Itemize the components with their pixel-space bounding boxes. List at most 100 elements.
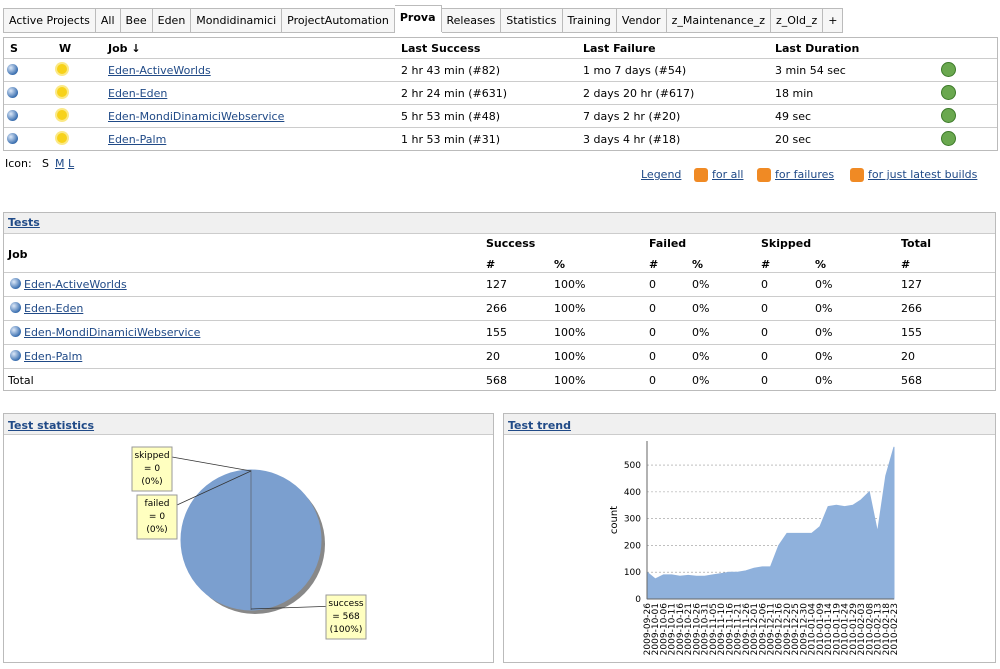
job-link[interactable]: Eden-MondiDinamiciWebservice	[108, 110, 285, 123]
test-cell: 20	[486, 350, 500, 363]
view-tab[interactable]: Mondidinamici	[191, 8, 283, 33]
view-tab[interactable]: z_Maintenance_z	[666, 8, 771, 33]
status-ball	[10, 278, 21, 289]
slice-label: = 568	[332, 612, 360, 622]
x-tick-label: 2010-02-23	[890, 603, 900, 655]
job-link[interactable]: Eden-Palm	[108, 133, 167, 146]
view-tab[interactable]: Vendor	[616, 8, 667, 33]
trend-title[interactable]: Test trend	[508, 419, 571, 432]
rss-icon[interactable]	[757, 168, 771, 182]
x-tick-label: 2010-02-08	[865, 603, 875, 656]
sub-header: #	[486, 258, 496, 271]
test-cell: 100%	[554, 278, 586, 291]
schedule-build-button[interactable]	[941, 108, 956, 123]
feed-link[interactable]: for all	[712, 168, 744, 181]
status-ball	[7, 133, 18, 144]
slice-label: (0%)	[141, 477, 162, 487]
status-ball	[10, 326, 21, 337]
job-link[interactable]: Eden-ActiveWorlds	[108, 64, 211, 77]
view-tab[interactable]: Training	[562, 8, 617, 33]
x-tick-label: 2010-01-19	[832, 603, 842, 656]
view-tab[interactable]: Active Projects	[3, 8, 96, 33]
schedule-build-button[interactable]	[941, 131, 956, 146]
row-divider	[4, 104, 997, 105]
test-cell: 0%	[692, 278, 710, 291]
column-header[interactable]: Last Failure	[583, 42, 656, 55]
column-header[interactable]: Last Success	[401, 42, 481, 55]
test-cell: 0	[649, 278, 656, 291]
schedule-build-button[interactable]	[941, 85, 956, 100]
row-divider	[4, 127, 997, 128]
label-box	[131, 446, 173, 492]
test-cell: 0	[649, 350, 656, 363]
job-link[interactable]: Eden-ActiveWorlds	[24, 278, 127, 291]
trend-title-bar	[504, 414, 995, 435]
y-tick-label: 100	[624, 568, 641, 578]
test-cell: 568	[901, 374, 922, 387]
job-link[interactable]: Eden-Eden	[108, 87, 168, 100]
view-tab[interactable]: Bee	[120, 8, 153, 33]
x-tick-label: 2009-10-31	[701, 603, 711, 655]
row-divider	[4, 272, 995, 273]
status-ball	[7, 64, 18, 75]
total-label: Total	[8, 374, 34, 387]
x-tick-label: 2009-11-26	[742, 603, 752, 656]
job-cell: 5 hr 53 min (#48)	[401, 110, 501, 123]
job-cell: 2 hr 43 min (#82)	[401, 64, 501, 77]
test-cell: 0%	[815, 326, 833, 339]
feed-link[interactable]: for just latest builds	[868, 168, 978, 181]
y-tick-label: 500	[624, 461, 641, 471]
slice-label: success	[328, 599, 364, 609]
rss-icon[interactable]	[694, 168, 708, 182]
tests-title[interactable]: Tests	[8, 216, 40, 229]
test-cell: 0	[649, 302, 656, 315]
job-link[interactable]: Eden-MondiDinamiciWebservice	[24, 326, 201, 339]
sub-header: %	[815, 258, 827, 271]
row-divider	[4, 368, 995, 369]
view-tab[interactable]: All	[95, 8, 121, 33]
job-link[interactable]: Eden-Eden	[24, 302, 84, 315]
legend-link[interactable]: Legend	[641, 168, 682, 181]
view-tab[interactable]: Prova	[394, 5, 442, 32]
test-cell: 0%	[692, 374, 710, 387]
x-tick-label: 2009-11-21	[734, 603, 744, 655]
test-cell: 0%	[815, 374, 833, 387]
column-header[interactable]: Job ↓	[108, 42, 141, 55]
pie-chart: skipped = 0 (0%) failed = 0 (0%) success = 568 (…	[131, 446, 367, 640]
feed-link[interactable]: for failures	[775, 168, 835, 181]
x-tick-label: 2009-12-20	[783, 603, 793, 656]
view-tab[interactable]: Eden	[152, 8, 192, 33]
icon-size-label: Icon:	[5, 157, 32, 170]
column-header[interactable]: Last Duration	[775, 42, 860, 55]
rss-icon[interactable]	[850, 168, 864, 182]
weather-icon	[57, 87, 67, 97]
test-cell: 0%	[692, 350, 710, 363]
view-tab[interactable]: ProjectAutomation	[282, 8, 395, 33]
x-tick-label: 2010-01-14	[824, 603, 834, 656]
test-cell: 100%	[554, 374, 586, 387]
job-cell: 7 days 2 hr (#20)	[583, 110, 681, 123]
stats-title[interactable]: Test statistics	[8, 419, 95, 432]
job-cell: 49 sec	[775, 110, 812, 123]
slice-label: (100%)	[330, 625, 363, 635]
slice-label: skipped	[134, 451, 169, 461]
x-tick-label: 2009-12-01	[750, 603, 760, 655]
slice-label: = 0	[149, 512, 165, 522]
x-tick-label: 2010-01-29	[849, 603, 859, 656]
label-leader	[176, 470, 252, 506]
icon-size-option[interactable]: L	[68, 157, 75, 170]
icon-size-option[interactable]: M	[55, 157, 65, 170]
sub-header: %	[692, 258, 704, 271]
view-tab[interactable]: Releases	[441, 8, 502, 33]
schedule-build-button[interactable]	[941, 62, 956, 77]
jobs-table: S W Job ↓ Last Success Last Failure Last Dura…	[3, 37, 998, 151]
job-cell: 20 sec	[775, 133, 812, 146]
view-tab[interactable]: Statistics	[501, 8, 563, 33]
job-link[interactable]: Eden-Palm	[24, 350, 83, 363]
column-header: S	[10, 42, 18, 55]
view-tab[interactable]: z_Old_z	[770, 8, 824, 33]
view-tab[interactable]: +	[823, 8, 844, 33]
sub-header: #	[649, 258, 659, 271]
y-tick-label: 400	[624, 488, 641, 498]
test-cell: 0%	[692, 302, 710, 315]
